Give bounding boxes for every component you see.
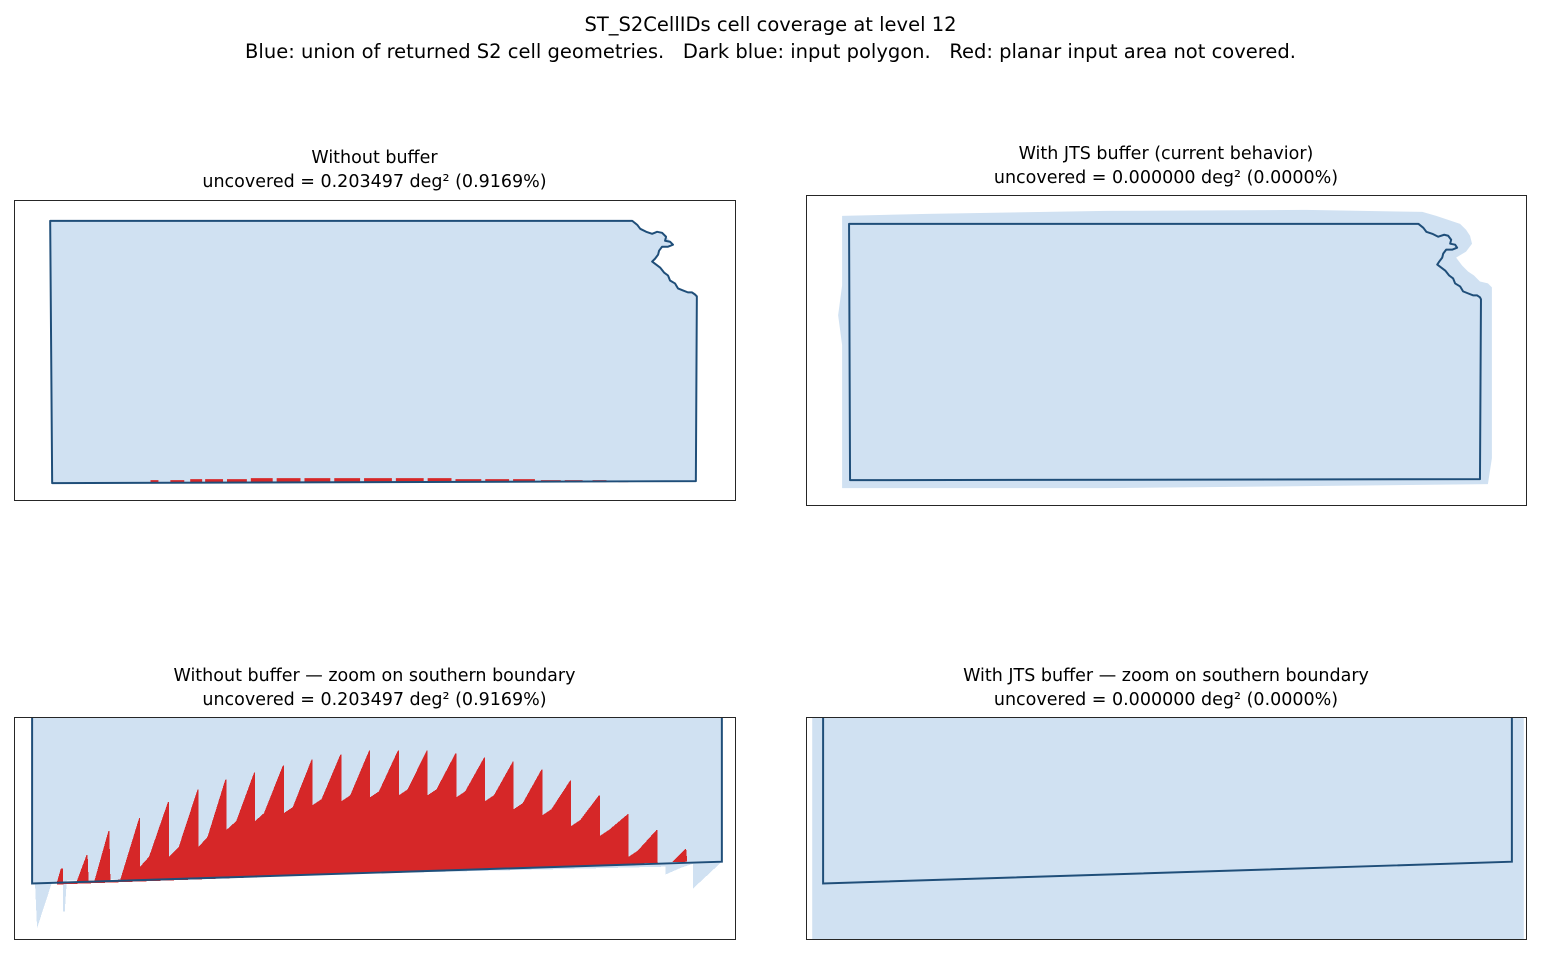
map-axes-with-jts-buffer (806, 195, 1527, 506)
panel-uncovered-stat: uncovered = 0.000000 deg² (0.0000%) (993, 690, 1339, 710)
zoom-axes-without-buffer (14, 717, 736, 940)
panel-uncovered-stat: uncovered = 0.203497 deg² (0.9169%) (202, 690, 547, 710)
zoom-axes-with-jts-buffer (806, 717, 1527, 940)
southern-boundary-zoom-uncovered (31, 718, 723, 929)
panel-title: With JTS buffer — zoom on southern bound… (963, 666, 1369, 686)
panel-uncovered-stat: uncovered = 0.000000 deg² (0.0000%) (993, 168, 1339, 188)
panel-title: Without buffer (311, 148, 438, 168)
panel-title-with-jts-buffer: With JTS buffer (current behavior) uncov… (806, 142, 1526, 190)
southern-boundary-zoom-buffered (812, 718, 1524, 939)
panel-title-without-buffer-zoom: Without buffer — zoom on southern bounda… (14, 664, 735, 712)
panel-title: With JTS buffer (current behavior) (1018, 144, 1314, 164)
figure-title: ST_S2CellIDs cell coverage at level 12 (584, 13, 957, 36)
panel-title-without-buffer: Without buffer uncovered = 0.203497 deg²… (14, 146, 735, 194)
panel-title-with-jts-buffer-zoom: With JTS buffer — zoom on southern bound… (806, 664, 1526, 712)
panel-title: Without buffer — zoom on southern bounda… (173, 666, 576, 686)
panel-uncovered-stat: uncovered = 0.203497 deg² (0.9169%) (202, 172, 547, 192)
map-axes-without-buffer (14, 200, 736, 501)
figure-legend-text: Blue: union of returned S2 cell geometri… (245, 40, 1296, 63)
kansas-buffered-coverage-map (838, 209, 1492, 489)
kansas-coverage-map (49, 219, 698, 485)
